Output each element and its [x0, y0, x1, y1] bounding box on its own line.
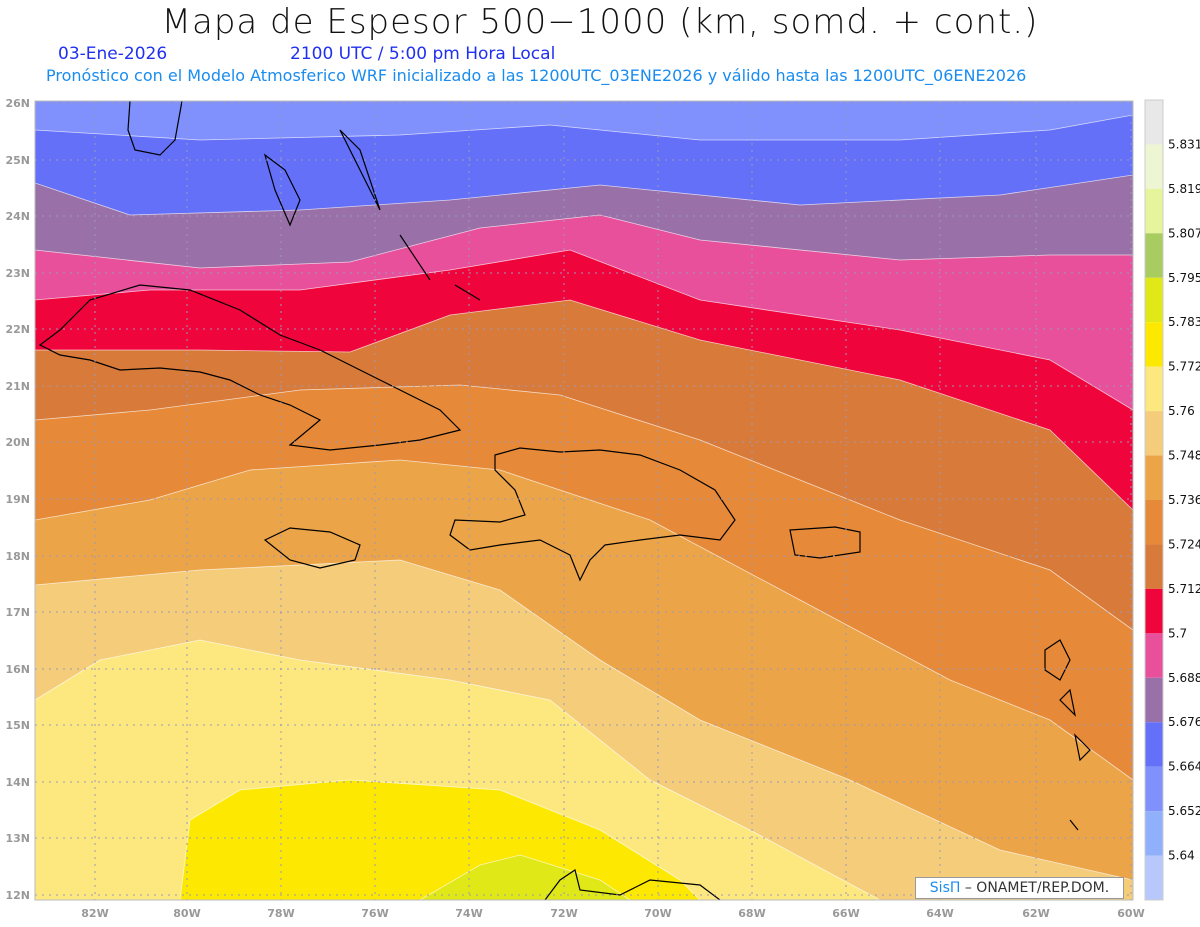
- colorbar-swatch: [1145, 588, 1163, 634]
- colorbar-swatch: [1145, 677, 1163, 723]
- latitude-label: 25N: [5, 154, 30, 167]
- longitude-label: 62W: [1022, 907, 1049, 920]
- latitude-label: 26N: [5, 97, 30, 110]
- longitude-label: 60W: [1117, 907, 1144, 920]
- colorbar-swatch: [1145, 766, 1163, 812]
- colorbar-label: 5.64: [1168, 849, 1195, 863]
- latitude-label: 18N: [5, 550, 30, 563]
- colorbar-swatch: [1145, 811, 1163, 856]
- colorbar-swatch: [1145, 411, 1163, 456]
- latitude-label: 23N: [5, 267, 30, 280]
- longitude-label: 72W: [550, 907, 577, 920]
- coast-puerto-rico: [789, 526, 861, 559]
- colorbar-label: 5.819: [1168, 182, 1200, 196]
- longitude-label: 82W: [81, 907, 108, 920]
- coast-south-america: [544, 869, 721, 900]
- latitude-label: 15N: [5, 719, 30, 732]
- longitude-label: 64W: [926, 907, 953, 920]
- colorbar-label: 5.831: [1168, 137, 1200, 151]
- coast-hispaniola: [449, 447, 736, 582]
- colorbar-swatch: [1145, 500, 1163, 545]
- colorbar-label: 5.7: [1168, 626, 1187, 640]
- colorbar-label: 5.676: [1168, 715, 1200, 729]
- thickness-band: [419, 854, 631, 900]
- coast-jamaica: [263, 527, 361, 569]
- latitude-label: 13N: [5, 832, 30, 845]
- credit-box: SisΠ – ONAMET/REP.DOM.: [915, 877, 1124, 899]
- map-title: Mapa de Espesor 500−1000 (km, somd. + co…: [161, 2, 1039, 42]
- colorbar-swatch: [1145, 633, 1163, 678]
- colorbar-swatch: [1145, 233, 1163, 278]
- colorbar-label: 5.724: [1168, 537, 1200, 551]
- latitude-label: 21N: [5, 380, 30, 393]
- colorbar-swatch: [1145, 366, 1163, 412]
- credit-text: – ONAMET/REP.DOM.: [960, 880, 1110, 896]
- colorbar-label: 5.783: [1168, 315, 1200, 329]
- colorbar-swatch: [1145, 144, 1163, 189]
- latitude-label: 16N: [5, 663, 30, 676]
- coast-florida: [127, 101, 183, 156]
- latitude-label: 20N: [5, 436, 30, 449]
- longitude-label: 70W: [644, 907, 671, 920]
- colorbar-label: 5.795: [1168, 271, 1200, 285]
- colorbar-label: 5.736: [1168, 493, 1200, 507]
- colorbar-label: 5.712: [1168, 582, 1200, 596]
- credit-brand: SisΠ: [929, 880, 961, 896]
- longitude-label: 66W: [832, 907, 859, 920]
- latitude-label: 24N: [5, 210, 30, 223]
- coast-lesser-antilles: [1044, 639, 1091, 831]
- longitude-label: 74W: [455, 907, 482, 920]
- colorbar-swatch: [1145, 188, 1163, 234]
- latitude-label: 14N: [5, 776, 30, 789]
- longitude-axis: 82W 80W 78W 76W 74W 72W 70W 68W 66W 64W 62W 60W: [81, 907, 1144, 920]
- latitude-label: 17N: [5, 606, 30, 619]
- forecast-info: Pronóstico con el Modelo Atmosferico WRF…: [46, 66, 1027, 85]
- map-frame: [34, 100, 1134, 901]
- colorbar-frame: [1144, 99, 1164, 901]
- latitude-label: 12N: [5, 889, 30, 902]
- latitude-label: 19N: [5, 493, 30, 506]
- colorbar-swatch: [1145, 455, 1163, 500]
- colorbar-label: 5.664: [1168, 760, 1200, 774]
- forecast-date: 03-Ene-2026: [58, 44, 168, 64]
- longitude-label: 68W: [738, 907, 765, 920]
- colorbar-swatch: [1145, 277, 1163, 323]
- colorbar-label: 5.652: [1168, 804, 1200, 818]
- colorbar-label: 5.807: [1168, 226, 1200, 240]
- latitude-axis: 26N 25N 24N 23N 22N 21N 20N 19N 18N 17N 16N 15N 14N 1…: [5, 97, 30, 902]
- colorbar-swatch: [1145, 322, 1163, 367]
- colorbar-swatch: [1145, 100, 1163, 145]
- longitude-label: 76W: [361, 907, 388, 920]
- colorbar-label: 5.772: [1168, 360, 1200, 374]
- latitude-label: 22N: [5, 323, 30, 336]
- colorbar-label: 5.76: [1168, 404, 1195, 418]
- colorbar-swatch: [1145, 855, 1163, 900]
- colorbar-swatch: [1145, 544, 1163, 589]
- colorbar-label: 5.748: [1168, 449, 1200, 463]
- colorbar-swatch: [1145, 722, 1163, 767]
- longitude-label: 78W: [267, 907, 294, 920]
- coast-bahamas: [263, 129, 481, 301]
- colorbar-label: 5.688: [1168, 671, 1200, 685]
- longitude-label: 80W: [173, 907, 200, 920]
- colorbar: 5.831 5.819 5.807 5.795 5.783 5.772 5.76 5.748 5…: [1144, 99, 1200, 901]
- graticule: [35, 101, 1133, 900]
- thickness-bands: [35, 101, 1133, 900]
- thickness-band: [179, 779, 701, 900]
- forecast-time: 2100 UTC / 5:00 pm Hora Local: [290, 44, 556, 64]
